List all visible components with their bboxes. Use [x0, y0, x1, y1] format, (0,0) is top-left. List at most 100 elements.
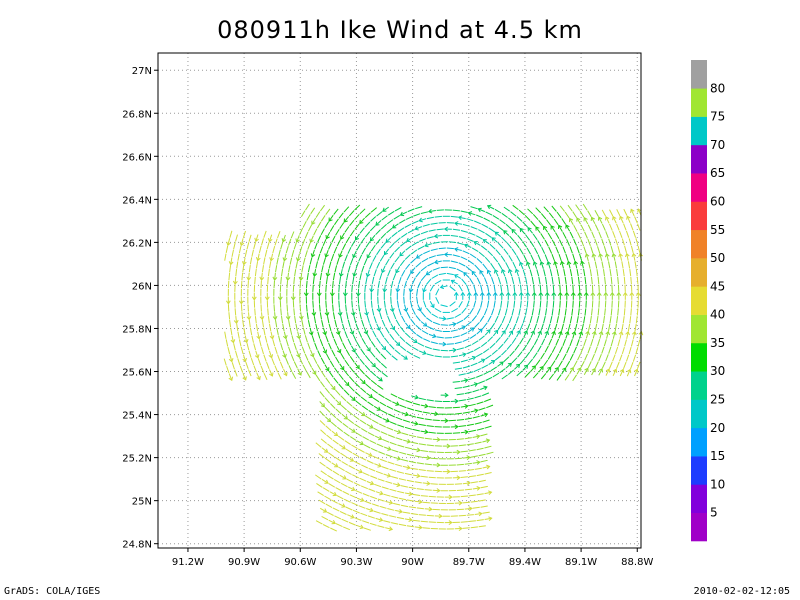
- wind-vector-head: [515, 363, 521, 369]
- wind-vector: [319, 246, 324, 254]
- wind-vector-head: [558, 224, 563, 230]
- wind-vector: [569, 246, 573, 254]
- wind-vector: [585, 331, 589, 339]
- wind-vector: [335, 523, 343, 528]
- wind-vector: [562, 338, 566, 346]
- wind-vector: [434, 329, 442, 332]
- wind-vector: [461, 307, 467, 314]
- wind-vector-head: [585, 330, 590, 336]
- wind-vector: [293, 308, 295, 316]
- wind-vector: [347, 418, 355, 424]
- wind-vector: [473, 284, 477, 293]
- wind-vector: [393, 456, 401, 460]
- wind-vector: [332, 272, 336, 281]
- wind-vector: [273, 280, 275, 289]
- wind-vector: [328, 371, 334, 378]
- wind-vector-head: [310, 353, 315, 358]
- wind-vector: [304, 250, 308, 258]
- wind-vector: [342, 323, 346, 331]
- wind-vector: [460, 450, 468, 453]
- wind-vector: [410, 421, 418, 425]
- wind-vector-head: [444, 392, 449, 398]
- wind-vector-head: [342, 475, 347, 480]
- wind-vector: [473, 300, 477, 308]
- wind-vector: [268, 234, 273, 242]
- wind-vector: [609, 223, 613, 231]
- wind-vector: [376, 248, 381, 256]
- wind-vector: [394, 256, 400, 263]
- wind-vector-head: [351, 486, 356, 492]
- wind-vector: [412, 448, 421, 451]
- y-tick-label: 26N: [132, 281, 152, 292]
- wind-vector: [590, 338, 594, 347]
- wind-vector: [400, 232, 408, 238]
- wind-vector-head: [512, 291, 518, 296]
- y-tick-label: 25.8N: [122, 324, 152, 335]
- wind-vector: [456, 268, 464, 273]
- wind-vector: [328, 323, 332, 332]
- wind-vector: [415, 206, 423, 210]
- wind-vector: [376, 323, 381, 331]
- wind-vector: [380, 223, 387, 230]
- wind-vector: [506, 242, 512, 249]
- wind-vector: [506, 300, 509, 308]
- wind-vector: [339, 510, 347, 515]
- wind-vector: [317, 331, 321, 339]
- wind-vector: [610, 308, 613, 316]
- wind-vector: [456, 463, 464, 466]
- wind-vector: [630, 223, 634, 231]
- wind-vector-head: [573, 260, 579, 265]
- wind-vector-head: [514, 268, 520, 273]
- wind-vector-head: [295, 257, 301, 262]
- wind-vector: [370, 300, 373, 308]
- wind-vector: [476, 427, 484, 431]
- wind-vector: [511, 357, 518, 364]
- wind-vector: [364, 284, 366, 292]
- wind-vector: [340, 404, 347, 411]
- wind-vector-head: [396, 341, 401, 347]
- wind-vector: [227, 238, 231, 246]
- wind-vector: [483, 308, 488, 316]
- wind-vector: [314, 242, 318, 250]
- wind-vector: [530, 365, 536, 372]
- wind-vector: [582, 203, 588, 211]
- wind-vector: [359, 456, 367, 461]
- wind-vector-head: [369, 424, 374, 429]
- wind-vector: [519, 248, 524, 255]
- wind-vector: [370, 351, 376, 358]
- wind-vector: [599, 331, 603, 339]
- wind-vector: [367, 431, 375, 437]
- wind-vector: [384, 337, 390, 344]
- wind-vector: [540, 323, 544, 331]
- wind-vector: [381, 319, 386, 327]
- wind-vector-head: [388, 526, 394, 532]
- wind-vector: [501, 374, 508, 380]
- wind-vector: [526, 261, 531, 269]
- wind-vector: [344, 440, 351, 446]
- wind-vector: [334, 515, 342, 520]
- wind-vector: [532, 233, 538, 241]
- wind-vector: [454, 274, 462, 279]
- wind-vector-head: [418, 525, 423, 530]
- wind-vector: [364, 212, 371, 218]
- wind-vector: [540, 261, 544, 269]
- wind-vector: [332, 470, 340, 476]
- wind-vector: [348, 210, 355, 217]
- wind-vector: [405, 341, 412, 347]
- wind-vector: [454, 387, 462, 389]
- wind-vector-head: [325, 234, 330, 240]
- wind-vector-head: [532, 261, 538, 266]
- wind-vector: [555, 246, 560, 254]
- wind-vector: [424, 346, 432, 350]
- wind-vector: [400, 458, 409, 462]
- wind-vector: [438, 272, 446, 276]
- wind-vector: [261, 272, 263, 281]
- wind-vector: [335, 399, 342, 406]
- wind-vector: [482, 322, 488, 329]
- wind-vector: [381, 372, 388, 378]
- wind-vector-head: [466, 480, 471, 486]
- wind-vector-head: [611, 330, 617, 336]
- wind-vector: [565, 300, 568, 308]
- wind-vector: [389, 333, 395, 341]
- wind-vector: [369, 323, 373, 331]
